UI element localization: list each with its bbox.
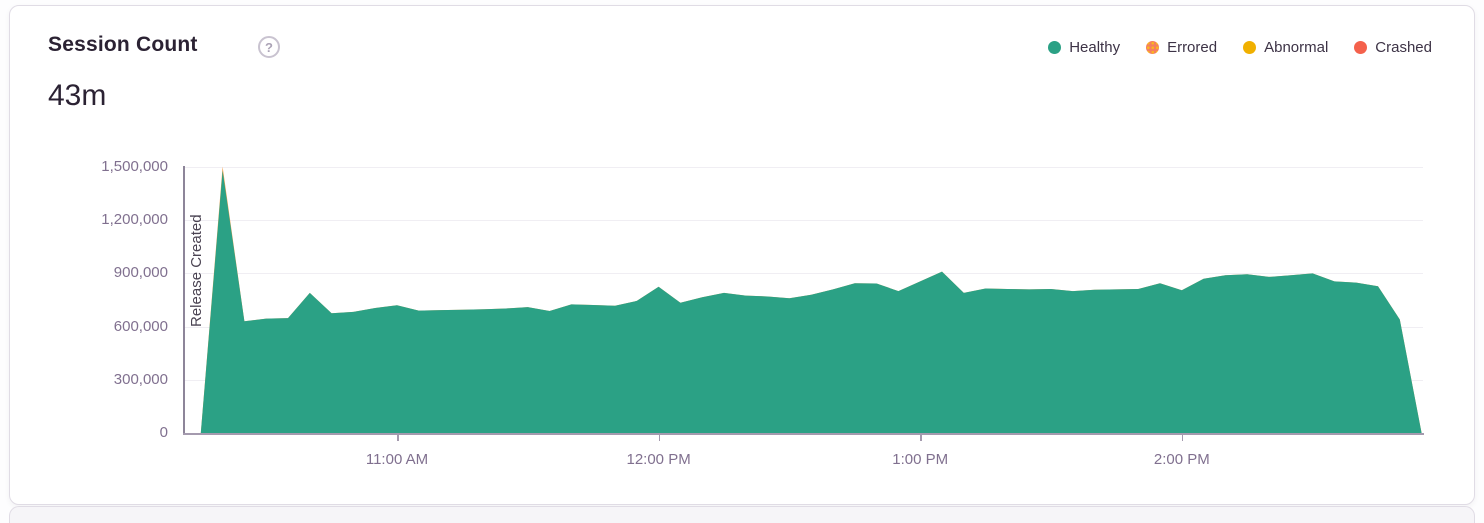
- question-mark-glyph: ?: [265, 39, 273, 55]
- legend-label: Errored: [1167, 39, 1218, 56]
- chart-legend: Healthy Errored Abnormal Crashed: [1048, 39, 1432, 56]
- x-axis-line: [183, 433, 1424, 435]
- y-axis-label: 600,000: [113, 317, 168, 335]
- x-axis-label: 1:00 PM: [892, 451, 949, 468]
- y-axis-label: 1,500,000: [101, 158, 168, 175]
- release-created-line[interactable]: [183, 166, 185, 433]
- legend-dot-errored: [1146, 41, 1160, 54]
- y-axis-label: 900,000: [113, 264, 168, 282]
- next-panel-top-edge: [9, 506, 1475, 523]
- x-axis-tick: [658, 435, 661, 441]
- y-axis-label: 300,000: [113, 370, 168, 388]
- card-title: Session Count: [48, 33, 198, 56]
- gridline: [183, 167, 1423, 168]
- legend-item-errored[interactable]: Errored: [1146, 39, 1217, 56]
- gridline: [183, 273, 1423, 275]
- legend-dot-healthy: [1048, 41, 1062, 54]
- x-axis-tick: [920, 435, 922, 441]
- x-axis-label: 2:00 PM: [1153, 451, 1210, 468]
- session-total-count: 43m: [48, 79, 107, 112]
- legend-dot-crashed: [1354, 41, 1368, 54]
- gridline: [183, 220, 1423, 222]
- legend-dot-abnormal: [1243, 41, 1257, 54]
- legend-item-healthy[interactable]: Healthy: [1048, 39, 1120, 56]
- help-icon[interactable]: ?: [258, 36, 280, 58]
- y-axis-labels: 0 300,000 600,000 900,000 1,200,000 1,500,000: [40, 0, 168, 516]
- legend-item-crashed[interactable]: Crashed: [1354, 39, 1432, 56]
- release-created-label: Release Created: [188, 214, 205, 327]
- healthy-area: [200, 170, 1422, 433]
- legend-label: Crashed: [1375, 39, 1432, 56]
- x-axis-tick: [1181, 435, 1184, 441]
- legend-label: Healthy: [1069, 39, 1121, 56]
- legend-item-abnormal[interactable]: Abnormal: [1243, 39, 1328, 56]
- y-axis-label: 0: [159, 424, 168, 441]
- x-axis-label: 12:00 PM: [626, 451, 691, 468]
- x-axis-tick: [397, 435, 399, 441]
- legend-label: Abnormal: [1264, 39, 1329, 56]
- x-axis-label: 11:00 AM: [365, 451, 429, 468]
- y-axis-label: 1,200,000: [101, 211, 168, 229]
